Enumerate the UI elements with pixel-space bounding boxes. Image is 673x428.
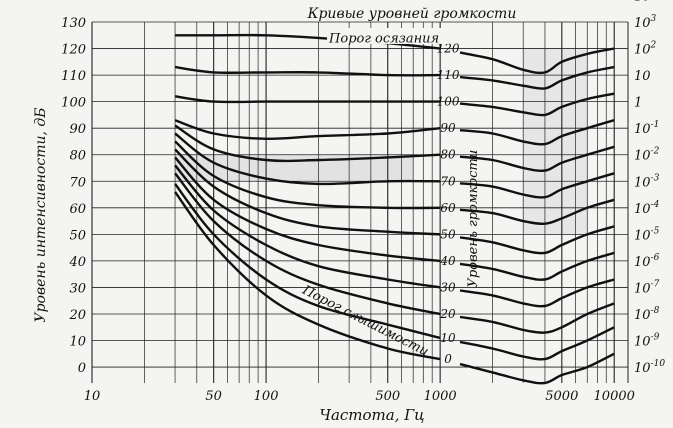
right-tick-exponent: -3 bbox=[651, 173, 660, 183]
right-tick-exponent: -10 bbox=[651, 359, 666, 369]
right-tick-base: 10 bbox=[634, 228, 651, 243]
loudness-curve-60 bbox=[174, 140, 615, 226]
x-tick-label: 10000 bbox=[594, 389, 635, 404]
right-tick-base: 10 bbox=[634, 175, 651, 190]
x-tick-label: 50 bbox=[205, 389, 222, 404]
right-tick-base: 1 bbox=[634, 96, 642, 111]
right-tick-base: 10 bbox=[634, 149, 651, 164]
y-tick-label: 90 bbox=[69, 122, 86, 137]
level-label: 70 bbox=[440, 174, 456, 188]
y-tick-label: 100 bbox=[61, 96, 86, 111]
x-tick-label: 1000 bbox=[424, 389, 457, 404]
x-axis-label: Частота, Гц bbox=[319, 406, 424, 424]
level-label: 90 bbox=[440, 121, 456, 135]
level-label: 10 bbox=[440, 331, 456, 345]
level-label: 40 bbox=[439, 254, 456, 268]
right-tick-base: 10 bbox=[634, 16, 651, 31]
x-tick-label: 10 bbox=[84, 389, 101, 404]
y-tick-label: 70 bbox=[69, 175, 86, 190]
y-tick-label: 20 bbox=[68, 308, 86, 323]
right-tick-label: 104 bbox=[634, 0, 657, 4]
y-tick-label: 60 bbox=[69, 202, 86, 217]
loudness-curve-100 bbox=[174, 92, 615, 117]
right-tick-exponent: -2 bbox=[651, 147, 660, 157]
loudness-curve-110 bbox=[174, 65, 615, 90]
right-tick-exponent: 2 bbox=[650, 41, 657, 51]
right-tick-label: 10-4 bbox=[634, 200, 660, 217]
level-label: 80 bbox=[440, 148, 456, 162]
right-tick-label: 10-2 bbox=[634, 147, 660, 164]
right-tick-exponent: -8 bbox=[651, 306, 660, 316]
level-label: 0 bbox=[444, 352, 452, 366]
right-tick-base: 10 bbox=[634, 43, 651, 58]
grid bbox=[91, 21, 629, 383]
right-tick-label: 10-9 bbox=[634, 333, 660, 350]
right-tick-exponent: 3 bbox=[651, 14, 657, 24]
loudness-curve-90 bbox=[174, 119, 615, 146]
curves bbox=[174, 33, 615, 385]
level-label: 30 bbox=[440, 280, 456, 294]
right-tick-exponent: -6 bbox=[651, 253, 660, 263]
loudness-curve-30 bbox=[174, 164, 615, 308]
right-tick-exponent: -5 bbox=[651, 226, 660, 236]
right-tick-base: 10 bbox=[634, 0, 651, 4]
level-label: 120 bbox=[437, 42, 460, 56]
level-label: 20 bbox=[439, 307, 456, 321]
right-tick-label: 10-8 bbox=[634, 306, 660, 323]
level-label: 60 bbox=[440, 201, 456, 215]
y-tick-label: 40 bbox=[68, 255, 86, 270]
loudness-curve-50 bbox=[174, 148, 615, 255]
right-tick-label: 1 bbox=[634, 96, 642, 111]
right-tick-label: 10-10 bbox=[634, 359, 665, 376]
y-tick-label: 50 bbox=[69, 228, 86, 243]
right-tick-exponent: -7 bbox=[651, 279, 660, 289]
threshold-of-feeling-label: Порог осязания bbox=[328, 32, 439, 47]
y-tick-label: 130 bbox=[61, 16, 86, 31]
x-tick-label: 5000 bbox=[545, 389, 578, 404]
right-tick-label: 102 bbox=[634, 41, 657, 58]
right-tick-label: 10-7 bbox=[634, 279, 660, 296]
level-label: 100 bbox=[437, 95, 460, 109]
right-tick-base: 10 bbox=[634, 202, 651, 217]
right-tick-exponent: -1 bbox=[651, 120, 660, 130]
loudness-curve-70 bbox=[174, 132, 615, 199]
right-tick-label: 10-1 bbox=[634, 120, 659, 137]
y-tick-label: 30 bbox=[69, 281, 86, 296]
right-tick-exponent: -4 bbox=[651, 200, 660, 210]
right-tick-exponent: -9 bbox=[651, 333, 660, 343]
loudness-curve-80 bbox=[174, 124, 615, 173]
right-tick-base: 10 bbox=[634, 335, 651, 350]
chart-title: Кривые уровней громкости bbox=[307, 6, 517, 22]
right-tick-base: 10 bbox=[634, 255, 651, 270]
y-tick-label: 10 bbox=[69, 335, 86, 350]
y-tick-label: 0 bbox=[78, 361, 86, 376]
right-tick-base: 10 bbox=[634, 69, 651, 84]
right-tick-base: 10 bbox=[634, 281, 651, 296]
loudness-curve-10 bbox=[174, 183, 615, 361]
loudness-curve-0 bbox=[174, 191, 615, 385]
loudness-curve-20 bbox=[174, 172, 615, 334]
right-tick-label: 10 bbox=[634, 69, 651, 84]
background-band bbox=[523, 48, 588, 235]
level-label: 50 bbox=[440, 227, 456, 241]
right-tick-base: 10 bbox=[634, 122, 651, 137]
right-tick-label: 103 bbox=[634, 14, 657, 31]
x-tick-label: 500 bbox=[375, 389, 400, 404]
right-tick-label: 10-3 bbox=[634, 173, 660, 190]
loudness-axis-label: Уровень громкости bbox=[466, 150, 481, 288]
right-tick-label: 10-5 bbox=[634, 226, 660, 243]
level-label: 110 bbox=[437, 68, 460, 82]
x-tick-label: 100 bbox=[254, 389, 279, 404]
y-tick-label: 120 bbox=[61, 43, 86, 58]
right-tick-base: 10 bbox=[634, 361, 651, 376]
y-axis-label: Уровень интенсивности, дБ bbox=[33, 107, 49, 322]
right-tick-base: 10 bbox=[634, 308, 651, 323]
y-tick-label: 110 bbox=[61, 69, 86, 84]
y-tick-label: 80 bbox=[69, 149, 86, 164]
loudness-curve-40 bbox=[174, 156, 615, 281]
right-tick-label: 10-6 bbox=[634, 253, 660, 270]
label-background bbox=[327, 27, 450, 44]
